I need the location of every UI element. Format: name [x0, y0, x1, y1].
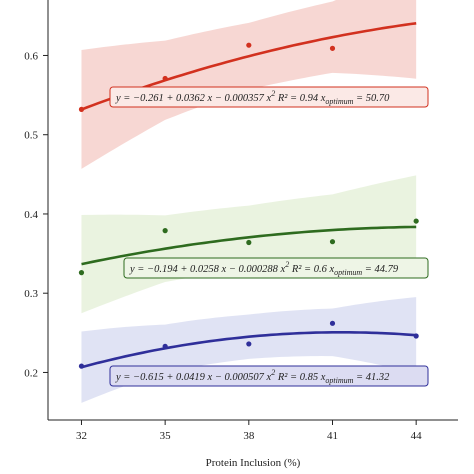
- x-tick-label: 44: [411, 430, 423, 442]
- x-tick-label: 35: [160, 430, 172, 442]
- equation-text: y = −0.615 + 0.0419 x − 0.000507 x2 R² =…: [115, 368, 390, 385]
- x-tick-label: 41: [327, 430, 338, 442]
- data-point: [246, 239, 252, 246]
- data-point: [329, 320, 336, 326]
- y-tick-label: 0.4: [24, 209, 38, 221]
- equation-text: y = −0.261 + 0.0362 x − 0.000357 x2 R² =…: [115, 89, 390, 106]
- equation-box: [109, 365, 429, 387]
- data-point: [162, 228, 168, 234]
- axes: [47, 0, 458, 421]
- equation-text: y = −0.194 + 0.0258 x − 0.000288 x2 R² =…: [129, 260, 399, 277]
- fit-curve: [81, 225, 417, 266]
- y-axis-ticks: 0.2 0.3 0.4 0.5 0.6: [24, 50, 48, 379]
- data-point: [78, 363, 85, 369]
- data-points: [78, 42, 419, 369]
- data-point: [246, 341, 252, 347]
- data-point: [329, 239, 336, 245]
- y-tick-label: 0.2: [24, 367, 38, 379]
- equation-box: [123, 257, 429, 279]
- data-point: [329, 45, 336, 51]
- data-point: [78, 106, 85, 112]
- x-axis-title: Protein Inclusion (%): [206, 457, 301, 469]
- data-point: [413, 218, 419, 224]
- confidence-band: [81, 297, 417, 403]
- data-point: [162, 75, 168, 82]
- data-point: [78, 270, 85, 276]
- x-tick-label: 38: [243, 430, 255, 442]
- equation-box: [109, 86, 429, 108]
- y-tick-label: 0.6: [24, 50, 38, 62]
- data-point: [162, 343, 168, 349]
- data-point: [413, 333, 419, 339]
- equation-boxes: y = −0.261 + 0.0362 x − 0.000357 x2 R² =…: [109, 86, 429, 387]
- confidence-band: [81, 0, 417, 169]
- y-tick-label: 0.5: [24, 130, 38, 142]
- data-point: [246, 42, 252, 48]
- x-axis-ticks: 32 35 38 41 44: [76, 420, 422, 442]
- x-tick-label: 32: [76, 430, 87, 442]
- y-tick-label: 0.3: [24, 288, 38, 300]
- fit-curve: [81, 331, 417, 369]
